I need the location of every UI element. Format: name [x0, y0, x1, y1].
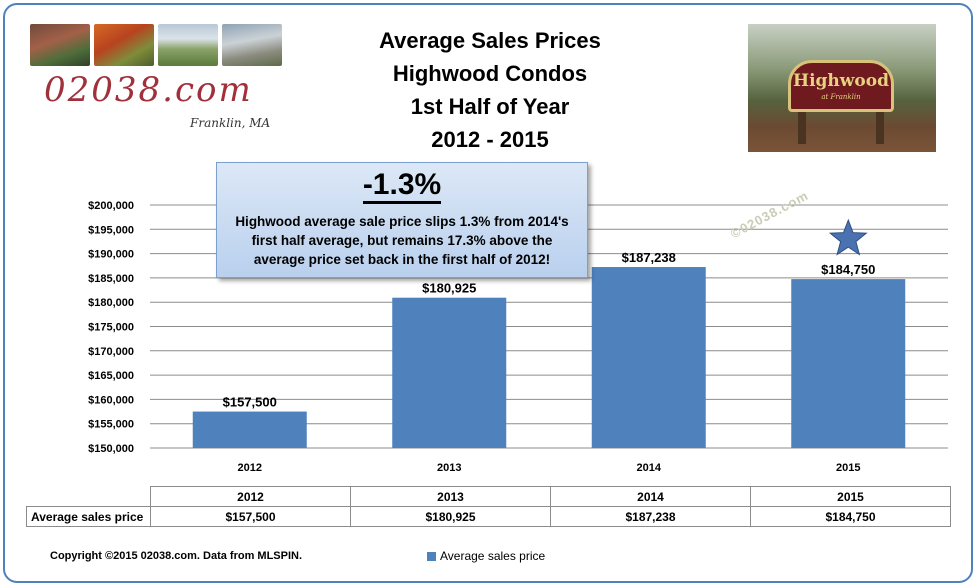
title-line: 2012 - 2015	[431, 127, 549, 152]
legend-swatch	[427, 551, 436, 561]
y-tick-label: $190,000	[88, 249, 134, 261]
y-tick-label: $150,000	[88, 443, 134, 455]
table-cell: $157,500	[150, 506, 351, 527]
legend: Average sales price	[427, 549, 545, 563]
chart-title: Average Sales Prices Highwood Condos 1st…	[330, 24, 650, 156]
bar	[392, 297, 507, 448]
table-header-cell: 2013	[350, 486, 551, 507]
table-corner	[27, 487, 151, 507]
table-header-row: 2012 2013 2014 2015	[27, 486, 951, 507]
data-label: $157,500	[223, 395, 277, 410]
callout-box: -1.3% Highwood average sale price slips …	[216, 162, 588, 278]
sign-post	[798, 94, 806, 144]
x-tick-label: 2012	[238, 462, 262, 474]
x-tick-label: 2015	[836, 462, 860, 474]
logo-photo	[94, 24, 154, 66]
sign-subtext: at Franklin	[821, 93, 861, 101]
sign-name: Highwood	[793, 71, 889, 91]
title-line: Highwood Condos	[392, 61, 588, 86]
logo-photo-strip	[30, 24, 282, 66]
y-tick-label: $195,000	[88, 224, 134, 236]
data-label: $187,238	[622, 250, 676, 265]
highwood-sign-photo: Highwood at Franklin	[748, 24, 936, 152]
data-label: $180,925	[422, 281, 476, 296]
table-header-cell: 2014	[550, 486, 751, 507]
logo-town: Franklin, MA	[190, 116, 271, 130]
legend-label: Average sales price	[440, 549, 546, 563]
data-label: $184,750	[821, 262, 875, 277]
y-tick-label: $185,000	[88, 273, 134, 285]
bar	[591, 267, 706, 448]
bar	[791, 279, 906, 448]
copyright-footer: Copyright ©2015 02038.com. Data from MLS…	[50, 550, 303, 562]
table-row-label: Average sales price	[26, 506, 151, 527]
logo-photo	[158, 24, 218, 66]
table-cell: $184,750	[750, 506, 951, 527]
callout-headline: -1.3%	[362, 169, 442, 204]
site-logo: 02038.com Franklin, MA	[30, 24, 282, 134]
table-cell: $180,925	[350, 506, 551, 527]
x-tick-label: 2013	[437, 462, 461, 474]
table-header-cell: 2015	[750, 486, 951, 507]
bar	[192, 411, 307, 448]
title-line: 1st Half of Year	[410, 94, 570, 119]
logo-photo	[222, 24, 282, 66]
callout-text: Highwood average sale price slips 1.3% f…	[235, 214, 569, 267]
sign-post	[876, 94, 884, 144]
y-tick-label: $155,000	[88, 419, 134, 431]
title-line: Average Sales Prices	[379, 28, 601, 53]
star-icon	[828, 218, 868, 256]
table-row: Average sales price $157,500 $180,925 $1…	[26, 506, 951, 527]
x-tick-label: 2014	[637, 462, 662, 474]
y-tick-label: $170,000	[88, 346, 134, 358]
y-tick-label: $160,000	[88, 394, 134, 406]
table-header-cell: 2012	[150, 486, 351, 507]
y-tick-label: $180,000	[88, 297, 134, 309]
logo-photo	[30, 24, 90, 66]
y-tick-label: $165,000	[88, 370, 134, 382]
data-table: 2012 2013 2014 2015 Average sales price …	[26, 486, 951, 527]
sign-board: Highwood at Franklin	[788, 60, 894, 112]
table-cell: $187,238	[550, 506, 751, 527]
logo-site-name: 02038.com	[44, 70, 253, 110]
y-tick-label: $200,000	[88, 200, 134, 212]
y-tick-label: $175,000	[88, 322, 134, 334]
